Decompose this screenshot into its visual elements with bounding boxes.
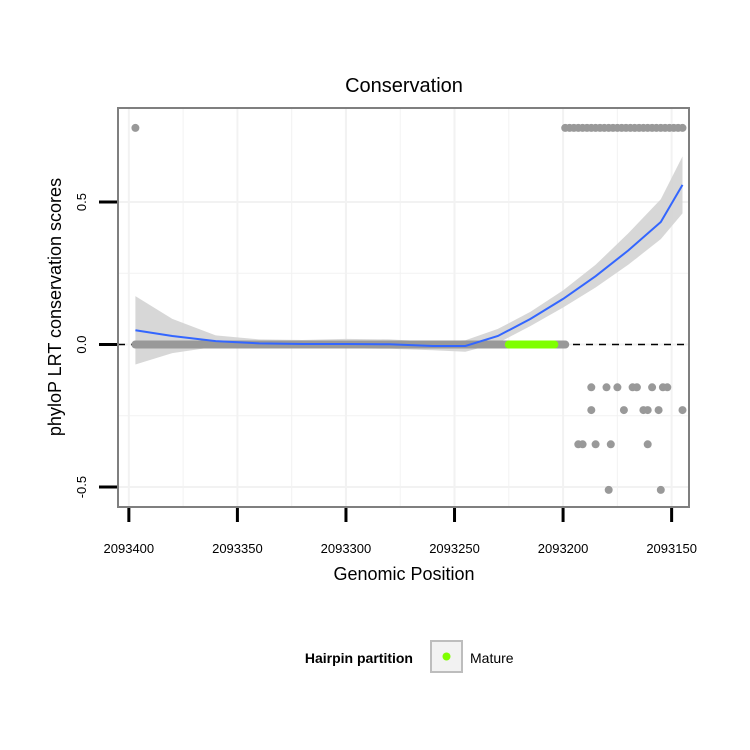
data-point (602, 383, 611, 392)
legend-title: Hairpin partition (305, 650, 413, 666)
x-tick-label: 2093250 (429, 541, 480, 556)
y-axis-label: phyloP LRT conservation scores (45, 178, 65, 436)
legend-item-mature-label: Mature (470, 650, 514, 666)
confidence-ribbon (135, 156, 683, 365)
x-axis-label: Genomic Position (333, 564, 474, 584)
x-tick-label: 2093150 (646, 541, 697, 556)
data-points (131, 123, 687, 494)
x-tick-label: 2093300 (321, 541, 372, 556)
legend-key-box (430, 640, 463, 673)
data-point (643, 406, 652, 415)
trend-line (135, 184, 684, 347)
data-point (591, 440, 600, 449)
data-point (587, 406, 596, 415)
y-tick-label: -0.5 (74, 476, 89, 498)
confidence-band (135, 156, 683, 365)
data-point (613, 383, 622, 392)
chart-title: Conservation (345, 75, 463, 97)
y-tick-label: 0.0 (74, 336, 89, 354)
data-point (656, 485, 665, 494)
data-point (678, 406, 687, 415)
data-point (131, 123, 140, 132)
data-point (578, 440, 587, 449)
data-point (663, 383, 672, 392)
data-point (678, 123, 687, 132)
x-tick-label: 2093200 (538, 541, 589, 556)
data-point (643, 440, 652, 449)
data-point (604, 485, 613, 494)
x-tick-label: 2093350 (212, 541, 263, 556)
data-point (654, 406, 663, 415)
data-point (619, 406, 628, 415)
grid-lines (118, 108, 689, 507)
x-tick-label: 2093400 (104, 541, 155, 556)
y-axis: -0.5 0.0 0.5 (74, 193, 117, 498)
plot-panel-border (117, 107, 690, 508)
data-point (606, 440, 615, 449)
legend-key-mature-dot (442, 652, 451, 661)
data-point (632, 383, 641, 392)
data-point (587, 383, 596, 392)
smooth-trend-line (135, 184, 684, 347)
x-axis: 2093400 2093350 2093300 2093250 2093200 20931… (104, 508, 697, 556)
data-point (648, 383, 657, 392)
legend: Hairpin partition Mature (305, 640, 514, 673)
y-tick-label: 0.5 (74, 193, 89, 211)
